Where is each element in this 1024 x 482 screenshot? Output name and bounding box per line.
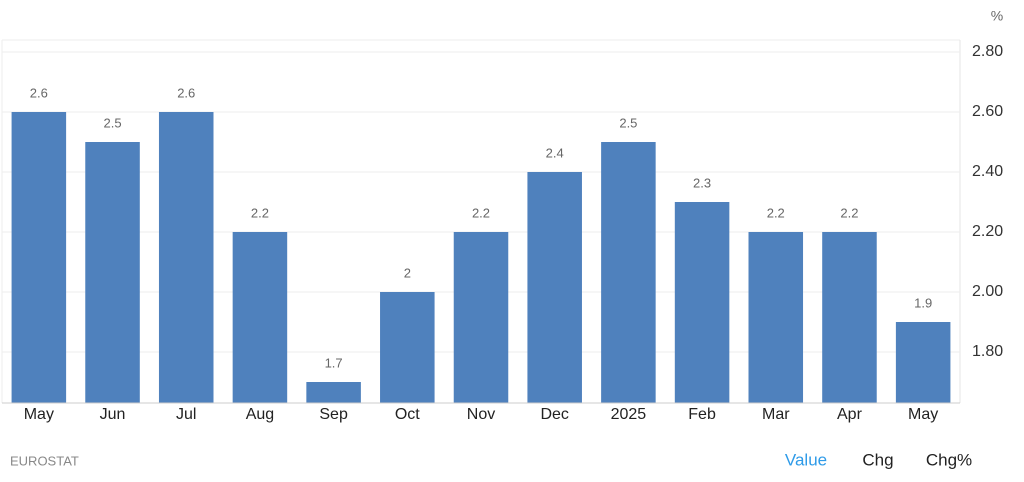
y-tick-label: 1.80	[972, 343, 1003, 360]
data-label: 2.2	[767, 205, 785, 220]
data-label: 2.5	[103, 115, 121, 130]
x-tick-label: May	[24, 406, 54, 423]
data-label: 2	[404, 265, 411, 280]
y-tick-label: 2.00	[972, 283, 1003, 300]
bar	[822, 232, 877, 403]
x-tick-label: Dec	[540, 406, 568, 423]
data-label: 2.6	[177, 85, 195, 100]
y-tick-label: 2.40	[972, 163, 1003, 180]
x-tick-label: Aug	[246, 406, 274, 423]
x-tick-label: Apr	[837, 406, 863, 423]
data-label: 2.2	[251, 205, 269, 220]
x-tick-label: May	[908, 406, 938, 423]
data-label: 2.3	[693, 175, 711, 190]
bar	[232, 232, 288, 403]
bar	[11, 112, 67, 403]
bar	[85, 142, 140, 403]
bar	[453, 232, 509, 403]
bar	[527, 172, 582, 403]
data-label: 1.9	[914, 295, 932, 310]
data-label: 1.7	[325, 355, 343, 370]
unit-label: %	[991, 8, 1003, 24]
bar	[895, 322, 951, 403]
y-tick-label: 2.80	[972, 43, 1003, 60]
x-tick-label: Jun	[100, 406, 126, 423]
y-tick-label: 2.60	[972, 103, 1003, 120]
x-tick-label: Nov	[467, 406, 495, 423]
data-label: 2.2	[840, 205, 858, 220]
data-label: 2.4	[546, 145, 564, 160]
x-tick-label: Mar	[762, 406, 790, 423]
data-label: 2.2	[472, 205, 490, 220]
x-tick-label: Oct	[395, 406, 420, 423]
bar	[158, 112, 214, 403]
data-label: 2.6	[30, 85, 48, 100]
bar	[306, 382, 361, 403]
source: EUROSTAT	[10, 453, 79, 468]
bar	[674, 202, 730, 403]
x-tick-label: Jul	[176, 406, 196, 423]
bar	[748, 232, 804, 403]
y-tick-label: 2.20	[972, 223, 1003, 240]
bar	[601, 142, 656, 403]
tab-chg-pct[interactable]: Chg%	[926, 450, 972, 469]
x-tick-label: 2025	[611, 406, 647, 423]
tab-chg[interactable]: Chg	[862, 450, 893, 469]
tab-value[interactable]: Value	[785, 450, 827, 469]
x-tick-label: Sep	[319, 406, 348, 423]
x-tick-label: Feb	[688, 406, 716, 423]
data-label: 2.5	[619, 115, 637, 130]
bar	[380, 292, 435, 403]
